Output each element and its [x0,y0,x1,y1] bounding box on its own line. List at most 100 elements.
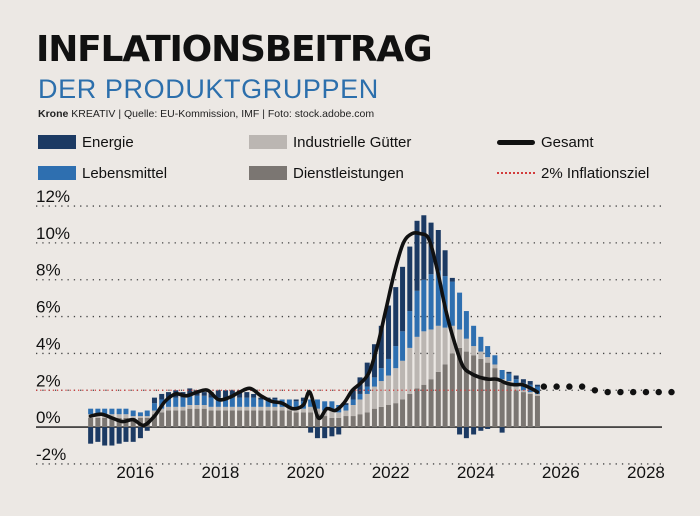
bar-dienstleistungen-22 [244,410,250,428]
bar-industrielle_gueter-11 [166,406,172,411]
bar-energie-41 [378,325,384,369]
bar-industrielle_gueter-41 [378,381,384,407]
bar-lebensmittel-4 [116,408,122,415]
bar-lebensmittel-53 [463,311,469,339]
bar-industrielle_gueter-42 [386,375,392,405]
forecast-point-9 [655,388,662,396]
bar-lebensmittel-17 [208,397,214,407]
bar-lebensmittel-2 [102,408,108,415]
bar-energie-34 [329,427,335,437]
bar-energie-47 [421,215,427,280]
bar-industrielle_gueter-27 [279,406,285,411]
bar-lebensmittel-55 [478,336,484,352]
bar-energie-9 [151,397,157,404]
y-tick-label-0: 12% [36,187,70,206]
bar-energie-19 [223,390,229,398]
bar-lebensmittel-37 [350,399,356,405]
y-tick-label-3: 6% [36,298,61,317]
y-tick-label-6: 0% [36,408,61,427]
bar-industrielle_gueter-57 [492,364,498,369]
bar-dienstleistungen-60 [513,390,519,428]
forecast-point-2 [566,383,573,390]
bar-dienstleistungen-57 [492,368,498,428]
bar-dienstleistungen-17 [208,410,214,428]
bar-industrielle_gueter-19 [223,406,229,411]
bar-energie-36 [343,403,349,405]
bar-dienstleistungen-36 [343,416,349,428]
forecast-point-1 [553,383,560,390]
bar-dienstleistungen-11 [166,410,172,428]
bar-lebensmittel-39 [364,386,370,394]
bar-dienstleistungen-2 [102,417,108,428]
bar-energie-55 [478,427,484,431]
forecast-point-7 [629,388,637,396]
bar-industrielle_gueter-7 [137,416,143,418]
bar-lebensmittel-13 [180,397,186,407]
bar-lebensmittel-25 [265,399,271,407]
bar-energie-0 [88,427,94,444]
bar-lebensmittel-22 [244,397,250,407]
bar-energie-59 [506,371,512,374]
bar-industrielle_gueter-60 [513,386,519,391]
bar-dienstleistungen-40 [371,408,377,428]
bar-energie-53 [463,427,469,439]
bar-dienstleistungen-1 [95,417,101,428]
legend-swatch-gesamt [497,139,535,145]
bar-industrielle_gueter-54 [471,346,477,356]
bar-lebensmittel-42 [386,358,392,376]
bar-lebensmittel-1 [95,408,101,415]
bar-lebensmittel-54 [471,325,477,347]
bar-industrielle_gueter-9 [151,410,157,415]
bar-dienstleistungen-62 [527,393,533,428]
bar-lebensmittel-18 [215,397,221,407]
bar-lebensmittel-16 [201,395,207,405]
bar-lebensmittel-34 [329,401,335,411]
bar-industrielle_gueter-17 [208,406,214,411]
bar-energie-10 [159,393,165,400]
forecast-point-4 [591,387,599,394]
bar-industrielle_gueter-25 [265,406,271,411]
bar-energie-51 [449,277,455,282]
bar-industrielle_gueter-63 [534,393,540,396]
legend-energie: Energie [38,132,134,152]
bar-energie-63 [534,384,540,387]
bar-industrielle_gueter-37 [350,405,356,417]
bar-industrielle_gueter-29 [293,408,299,413]
source-brand: Krone [38,108,69,120]
legend-label-industrielle-gueter: Industrielle Gütter [293,133,412,151]
forecast-point-6 [617,388,624,396]
legend-swatch-lebensmittel [38,166,76,180]
legend-industrielle-gueter: Industrielle Gütter [249,132,411,152]
bar-dienstleistungen-32 [314,414,320,428]
bar-dienstleistungen-45 [407,393,413,428]
bar-dienstleistungen-18 [215,410,221,428]
bar-lebensmittel-56 [485,346,491,358]
x-tick-label-6: 2028 [627,463,665,482]
y-tick-label-1: 10% [36,224,70,243]
forecast-point-3 [578,383,586,390]
bar-dienstleistungen-10 [159,412,165,428]
legend-label-lebensmittel: Lebensmittel [82,164,168,182]
bar-lebensmittel-48 [428,274,434,330]
bar-dienstleistungen-53 [463,351,469,428]
page-title: INFLATIONSBEITRAG [36,29,433,70]
legend-swatch-energie [38,135,76,149]
bar-industrielle_gueter-49 [435,325,441,372]
bar-dienstleistungen-26 [272,410,278,428]
bar-dienstleistungen-33 [322,416,328,428]
bar-dienstleistungen-20 [229,410,235,428]
bar-energie-22 [244,392,250,398]
legend-label-energie: Energie [82,133,134,151]
legend-label-target: 2% Inflationsziel [541,164,650,182]
bar-industrielle_gueter-40 [371,386,377,409]
source-line: Krone KREATIV | Quelle: EU-Kommission, I… [38,108,374,120]
bar-lebensmittel-32 [314,399,320,409]
legend-label-gesamt: Gesamt [541,133,594,151]
bar-dienstleistungen-42 [386,405,392,428]
legend-dienstleistungen: Dienstleistungen [249,163,404,183]
bar-dienstleistungen-59 [506,384,512,428]
bar-lebensmittel-7 [137,412,143,417]
bar-lebensmittel-60 [513,379,519,387]
bar-energie-7 [137,427,143,439]
